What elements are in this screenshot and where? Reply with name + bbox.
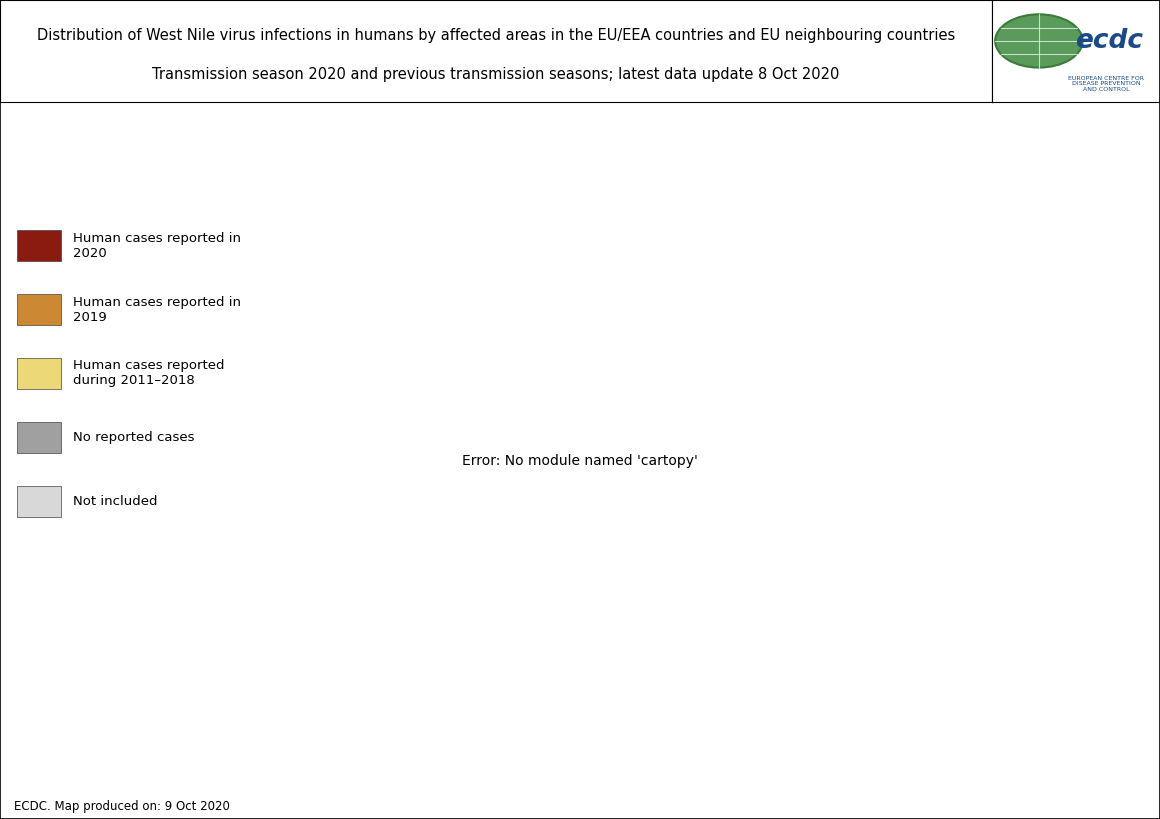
Text: Error: No module named 'cartopy': Error: No module named 'cartopy' xyxy=(462,454,698,468)
Text: Not included: Not included xyxy=(73,495,158,508)
Text: ECDC. Map produced on: 9 Oct 2020: ECDC. Map produced on: 9 Oct 2020 xyxy=(14,800,230,813)
Text: Distribution of West Nile virus infections in humans by affected areas in the EU: Distribution of West Nile virus infectio… xyxy=(37,29,955,43)
Text: Human cases reported
during 2011–2018: Human cases reported during 2011–2018 xyxy=(73,360,225,387)
Text: ecdc: ecdc xyxy=(1075,28,1144,54)
Text: EUROPEAN CENTRE FOR
DISEASE PREVENTION
AND CONTROL: EUROPEAN CENTRE FOR DISEASE PREVENTION A… xyxy=(1068,75,1144,93)
Circle shape xyxy=(995,15,1082,68)
Text: Human cases reported in
2019: Human cases reported in 2019 xyxy=(73,296,241,324)
Text: Human cases reported in
2020: Human cases reported in 2020 xyxy=(73,232,241,260)
Text: No reported cases: No reported cases xyxy=(73,431,195,444)
Text: Transmission season 2020 and previous transmission seasons; latest data update 8: Transmission season 2020 and previous tr… xyxy=(152,67,840,82)
